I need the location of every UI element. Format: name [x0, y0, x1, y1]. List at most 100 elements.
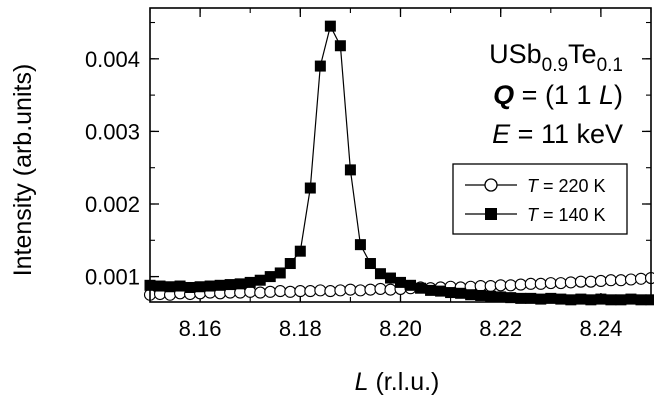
data-point-140k — [525, 292, 537, 304]
data-point-140k — [204, 280, 216, 292]
data-point-220k — [384, 283, 397, 296]
data-point-220k — [514, 278, 527, 291]
data-point-220k — [554, 277, 567, 290]
data-point-140k — [334, 40, 346, 52]
data-point-140k — [164, 281, 176, 293]
data-point-220k — [264, 285, 277, 298]
axis-tick-labels: 8.16 8.18 8.20 8.22 8.24 0.001 0.002 0.003 0.004 — [85, 47, 622, 341]
y-tick-label: 0.001 — [85, 265, 140, 290]
data-point-140k — [184, 281, 196, 293]
data-point-140k — [364, 258, 376, 270]
data-point-140k — [354, 239, 366, 251]
data-point-220k — [594, 274, 607, 287]
data-point-220k — [254, 286, 267, 299]
data-point-140k — [395, 276, 406, 288]
data-point-140k — [645, 294, 654, 306]
data-point-140k — [505, 292, 517, 304]
data-point-140k — [495, 291, 507, 303]
data-point-140k — [405, 279, 417, 291]
x-tick-label: 8.22 — [479, 316, 522, 341]
x-axis-unit: (r.l.u.) — [369, 368, 440, 396]
data-point-140k — [214, 279, 226, 291]
data-point-140k — [455, 287, 467, 299]
x-axis-label: L (r.l.u.) — [355, 368, 440, 396]
data-point-140k — [244, 276, 256, 288]
data-point-140k — [234, 278, 246, 290]
data-point-140k — [415, 282, 427, 294]
data-point-140k — [294, 245, 306, 257]
data-point-220k — [544, 277, 557, 290]
legend-label-140k: T = 140 K — [527, 205, 606, 225]
x-tick-label: 8.16 — [179, 316, 222, 341]
data-point-140k — [475, 289, 487, 301]
data-point-140k — [465, 289, 477, 301]
data-point-140k — [274, 267, 286, 279]
compound-annotation: USb0.9Te0.1 — [489, 39, 623, 76]
data-point-220k — [314, 284, 327, 297]
data-point-140k — [625, 293, 637, 305]
data-point-220k — [534, 277, 547, 290]
data-point-220k — [324, 285, 337, 298]
q-annotation: Q = (1 1 L) — [493, 80, 623, 110]
data-point-220k — [494, 279, 507, 292]
data-series — [143, 20, 654, 306]
data-point-220k — [564, 276, 577, 289]
data-point-140k — [485, 290, 497, 302]
data-point-140k — [535, 293, 547, 305]
x-axis-variable: L — [355, 368, 369, 396]
data-point-220k — [374, 282, 387, 295]
data-point-220k — [244, 285, 257, 298]
data-point-140k — [264, 271, 276, 283]
data-point-220k — [334, 284, 347, 297]
data-point-220k — [524, 277, 537, 290]
data-point-220k — [294, 285, 307, 298]
data-point-140k — [515, 292, 527, 304]
data-point-220k — [624, 273, 638, 286]
data-point-220k — [574, 275, 587, 288]
x-tick-label: 8.20 — [379, 316, 422, 341]
data-point-220k — [644, 271, 654, 285]
legend-marker-140k — [485, 208, 497, 220]
data-point-140k — [595, 293, 607, 305]
legend-label-220k: T = 220 K — [527, 176, 606, 196]
data-point-140k — [324, 20, 336, 32]
data-point-220k — [304, 285, 317, 298]
data-point-140k — [575, 293, 587, 305]
data-point-140k — [194, 281, 206, 293]
data-point-140k — [224, 279, 236, 291]
data-point-220k — [634, 272, 648, 285]
data-point-140k — [565, 294, 577, 306]
y-tick-label: 0.004 — [85, 47, 140, 72]
data-point-140k — [174, 280, 186, 292]
x-tick-label: 8.24 — [579, 316, 622, 341]
data-point-140k — [635, 294, 647, 306]
data-point-220k — [274, 285, 287, 298]
y-tick-label: 0.002 — [85, 192, 140, 217]
data-point-140k — [154, 280, 166, 292]
data-point-140k — [314, 60, 326, 72]
data-point-220k — [614, 274, 627, 287]
data-point-140k — [445, 287, 457, 299]
data-point-220k — [344, 283, 357, 296]
y-tick-label: 0.003 — [85, 119, 140, 144]
series-1 — [144, 20, 654, 306]
legend: T = 220 K T = 140 K — [452, 163, 628, 235]
energy-annotation: E = 11 keV — [492, 119, 623, 149]
data-point-140k — [425, 284, 437, 296]
x-tick-label: 8.18 — [279, 316, 322, 341]
data-point-140k — [605, 294, 617, 306]
data-point-140k — [304, 182, 316, 194]
data-point-140k — [555, 293, 567, 305]
data-point-220k — [284, 285, 297, 298]
data-point-140k — [374, 268, 386, 280]
data-point-220k — [504, 279, 517, 292]
legend-marker-220k — [484, 178, 498, 192]
data-point-220k — [474, 279, 487, 293]
data-point-140k — [284, 258, 296, 270]
data-point-220k — [354, 284, 367, 297]
data-point-140k — [545, 292, 557, 304]
legend-box — [452, 163, 628, 235]
y-axis-label: Intensity (arb.units) — [9, 64, 37, 277]
data-point-140k — [585, 294, 597, 306]
